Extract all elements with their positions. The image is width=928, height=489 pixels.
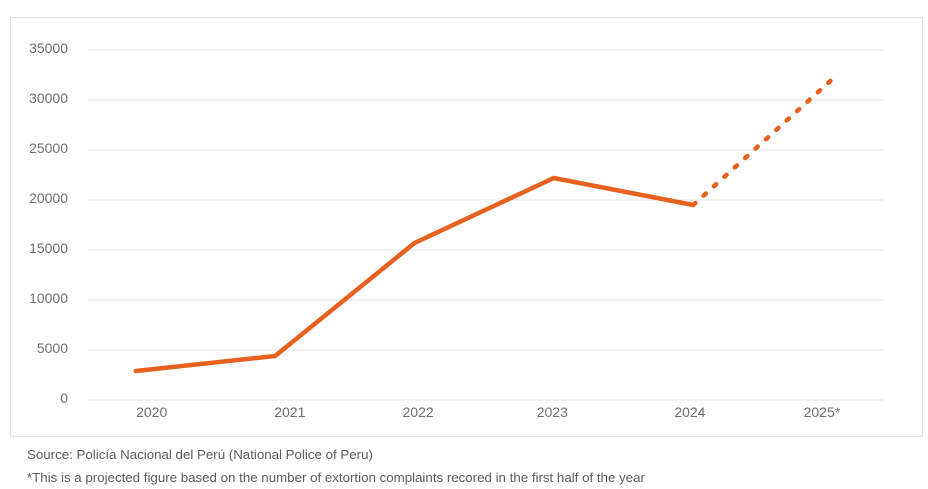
svg-text:0: 0: [60, 390, 68, 406]
svg-text:2022: 2022: [403, 404, 434, 420]
svg-text:2020: 2020: [136, 404, 167, 420]
svg-text:2025*: 2025*: [804, 404, 841, 420]
svg-text:10000: 10000: [29, 290, 68, 306]
svg-text:20000: 20000: [29, 190, 68, 206]
svg-text:2021: 2021: [274, 404, 305, 420]
svg-text:15000: 15000: [29, 240, 68, 256]
svg-text:25000: 25000: [29, 140, 68, 156]
svg-text:30000: 30000: [29, 90, 68, 106]
svg-text:2023: 2023: [537, 404, 568, 420]
svg-text:35000: 35000: [29, 40, 68, 56]
svg-text:2024: 2024: [674, 404, 705, 420]
svg-text:5000: 5000: [37, 340, 68, 356]
